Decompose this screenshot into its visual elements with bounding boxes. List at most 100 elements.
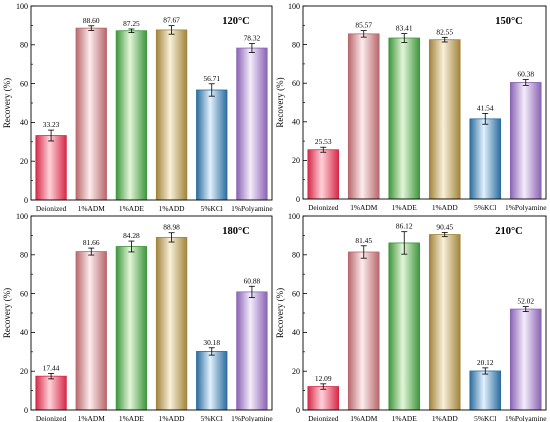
- bar-1: [307, 386, 340, 411]
- y-tick-label: 20: [292, 156, 300, 165]
- temperature-annotation: 120°C: [222, 16, 250, 27]
- plot-frame: [302, 215, 547, 411]
- category-label-5: 5%KCl: [474, 414, 496, 422]
- y-axis-label: Recovery (%): [275, 77, 285, 127]
- category-label-3: 1%ADE: [392, 414, 418, 422]
- plot-frame: [30, 5, 273, 201]
- y-tick-label: 0: [24, 196, 28, 205]
- value-label-5: 56.71: [203, 74, 220, 83]
- y-tick-label: 0: [296, 406, 300, 415]
- category-label-1: Deionized: [36, 204, 67, 213]
- category-label-1: Deionized: [308, 203, 339, 212]
- category-label-2: 1%ADM: [350, 203, 378, 212]
- category-label-4: 1%ADD: [159, 414, 186, 422]
- error-bar-1: [320, 146, 327, 153]
- y-tick-label: 100: [16, 2, 28, 11]
- error-bar-4: [441, 36, 448, 43]
- y-tick-label: 20: [20, 157, 28, 166]
- value-label-6: 60.38: [517, 70, 534, 79]
- y-tick-label: 60: [292, 289, 300, 298]
- y-tick-label: 100: [288, 212, 300, 221]
- category-label-2: 1%ADM: [78, 414, 106, 422]
- y-tick-label: 40: [292, 118, 300, 127]
- y-tick-label: 60: [292, 79, 300, 88]
- error-bar-5: [208, 347, 215, 356]
- value-label-4: 88.98: [163, 223, 180, 232]
- value-label-2: 88.60: [83, 16, 100, 25]
- y-tick-label: 40: [292, 328, 300, 337]
- y-axis-label: Recovery (%): [2, 78, 12, 128]
- category-label-6: 1%Polyamine: [231, 204, 273, 213]
- y-tick-label: 60: [20, 289, 28, 298]
- category-label-4: 1%ADD: [432, 414, 459, 422]
- error-bar-6: [248, 43, 255, 53]
- bar-5: [469, 370, 502, 411]
- y-tick-label: 60: [20, 79, 28, 88]
- chart-panel-3: 17.44 Deionized 81.66 1%ADM 84.28 1%ADE 88.98 1…: [2, 212, 273, 422]
- bar-3: [388, 37, 421, 200]
- error-bar-2: [360, 30, 367, 38]
- bar-1: [307, 149, 340, 200]
- bar-3: [115, 246, 148, 411]
- error-bar-5: [208, 83, 215, 97]
- y-tick-label: 80: [20, 41, 28, 50]
- bar-6: [509, 82, 542, 200]
- value-label-5: 41.54: [477, 103, 494, 112]
- bar-2: [75, 251, 107, 411]
- value-label-6: 60.88: [244, 276, 261, 285]
- error-bar-1: [48, 373, 55, 380]
- y-tick-label: 0: [24, 406, 28, 415]
- bar-4: [428, 234, 461, 411]
- bar-2: [75, 27, 107, 201]
- value-label-3: 87.25: [123, 19, 140, 28]
- y-tick-label: 20: [20, 367, 28, 376]
- category-label-3: 1%ADE: [119, 414, 145, 422]
- y-tick-label: 100: [16, 212, 28, 221]
- value-label-1: 17.44: [43, 363, 60, 372]
- category-label-6: 1%Polyamine: [505, 203, 547, 212]
- value-label-3: 83.41: [396, 24, 413, 33]
- value-label-2: 81.66: [83, 238, 100, 247]
- bar-6: [236, 291, 268, 411]
- bar-5: [196, 351, 228, 411]
- y-tick-label: 40: [20, 118, 28, 127]
- error-bar-1: [320, 383, 327, 390]
- category-label-6: 1%Polyamine: [231, 414, 273, 422]
- value-label-2: 81.45: [355, 236, 372, 245]
- temperature-annotation: 150°C: [495, 16, 523, 27]
- category-label-4: 1%ADD: [159, 204, 186, 213]
- y-tick-label: 20: [292, 367, 300, 376]
- value-label-2: 85.57: [355, 21, 372, 30]
- bar-5: [196, 89, 228, 201]
- category-label-3: 1%ADE: [392, 203, 418, 212]
- value-label-5: 20.12: [477, 358, 494, 367]
- bar-6: [509, 308, 542, 411]
- category-label-1: Deionized: [308, 414, 339, 422]
- chart-panel-1: 33.23 Deionized 88.60 1%ADM 87.25 1%ADE 87.67 1…: [2, 2, 273, 213]
- bar-4: [428, 39, 461, 200]
- error-bar-6: [522, 79, 529, 86]
- category-label-1: Deionized: [36, 414, 67, 422]
- value-label-4: 90.45: [436, 222, 453, 231]
- category-label-2: 1%ADM: [350, 414, 378, 422]
- y-axis-label: Recovery (%): [275, 288, 285, 338]
- temperature-annotation: 180°C: [222, 226, 250, 237]
- bar-1: [35, 135, 67, 201]
- value-label-4: 82.55: [436, 27, 453, 36]
- bar-2: [347, 251, 380, 411]
- bar-4: [155, 236, 188, 411]
- category-label-5: 5%KCl: [474, 203, 496, 212]
- category-label-5: 5%KCl: [201, 414, 223, 422]
- error-bar-1: [48, 129, 55, 142]
- error-bar-2: [88, 25, 95, 31]
- category-label-3: 1%ADE: [119, 204, 145, 213]
- chart-panel-2: 25.53 Deionized 85.57 1%ADM 83.41 1%ADE 82.55 1…: [275, 2, 547, 212]
- category-label-5: 5%KCl: [201, 204, 223, 213]
- error-bar-6: [248, 285, 255, 298]
- error-bar-5: [482, 367, 489, 375]
- error-bar-5: [482, 113, 489, 125]
- error-bar-3: [401, 231, 408, 255]
- bar-3: [115, 30, 148, 201]
- category-label-4: 1%ADD: [432, 203, 459, 212]
